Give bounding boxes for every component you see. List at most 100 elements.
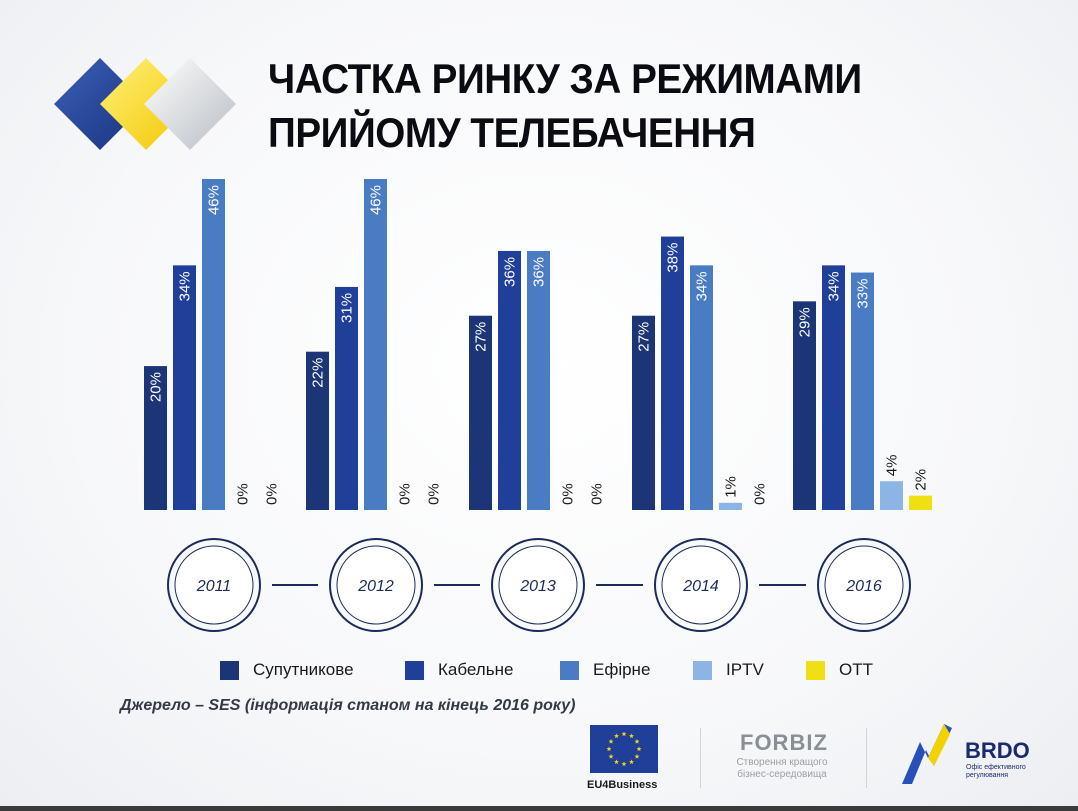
legend-swatch (405, 660, 424, 680)
eu4business-caption: EU4Business (587, 779, 658, 791)
year-label: 2016 (845, 578, 882, 595)
bar-value-label: 0% (264, 483, 281, 505)
eu-star-icon (606, 746, 612, 752)
bar-2013-satellite (469, 315, 492, 510)
forbiz-logo: FORBIZ (740, 730, 828, 755)
title-line-1: ЧАСТКА РИНКУ ЗА РЕЖИМАМИ (268, 55, 862, 102)
bar-value-label: 46% (206, 185, 223, 215)
bar-2014-satellite (632, 315, 655, 510)
year-ring-inner (336, 545, 416, 625)
year-label: 2011 (196, 578, 231, 595)
eu-star-icon (608, 738, 614, 744)
bar-2013-cable (498, 250, 521, 510)
eu-star-icon (621, 731, 627, 737)
bar-2016-satellite (793, 301, 816, 510)
eu-star-icon (614, 733, 619, 739)
bar-value-label: 46% (368, 185, 385, 215)
eu-star-icon (634, 738, 640, 744)
brdo-tagline: Офіс ефективного регулювання (966, 764, 1026, 779)
bar-value-label: 36% (502, 257, 519, 287)
bar-value-label: 0% (589, 483, 606, 505)
bar-value-label: 1% (723, 476, 740, 498)
bar-value-label: 27% (636, 322, 653, 352)
bar-value-label: 36% (531, 257, 548, 287)
source-note: Джерело – SES (інформація станом на кіне… (120, 697, 576, 714)
year-label: 2012 (357, 578, 394, 595)
eu-star-icon (608, 753, 614, 759)
bar-2011-terrestrial (202, 179, 225, 510)
legend-swatch (806, 660, 825, 680)
year-ring-outer (167, 538, 261, 632)
bar-2016-terrestrial (851, 272, 874, 510)
eu-star-icon (634, 753, 640, 759)
legend-label: Кабельне (438, 660, 514, 679)
chart-legend: Супутникове Кабельне Ефірне IPTV OTT (220, 660, 886, 680)
bar-2014-cable (661, 236, 684, 510)
bar-value-label: 34% (694, 271, 711, 301)
year-ring-inner (174, 545, 254, 625)
bar-2016-cable (822, 265, 845, 510)
year-ring-outer (817, 538, 911, 632)
market-share-chart: 20% 34% 46% 0% 0% 22% 31% 46% 0% 0% 27% 36% 36% 0% 0% 2… (144, 179, 932, 632)
bar-value-label: 33% (855, 279, 872, 309)
bar-2016-ott (909, 495, 932, 510)
bar-2014-terrestrial (690, 265, 713, 510)
bar-2011-cable (173, 265, 196, 510)
legend-item-satellite: Супутникове (220, 660, 405, 680)
eu-star-icon (636, 746, 642, 752)
bar-2016-iptv (880, 481, 903, 510)
legend-item-cable: Кабельне (405, 660, 560, 680)
eu-star-icon (621, 761, 627, 767)
legend-item-terrestrial: Ефірне (560, 660, 693, 680)
bar-2013-terrestrial (527, 250, 550, 510)
decorative-diamonds-logo (54, 58, 236, 150)
logo-divider (700, 728, 701, 788)
legend-label: IPTV (726, 660, 764, 679)
legend-item-iptv: IPTV (693, 660, 806, 680)
bar-2012-cable (335, 286, 358, 510)
year-ring-inner (498, 545, 578, 625)
brdo-name: BRDO (965, 738, 1030, 763)
legend-label: Супутникове (253, 660, 354, 679)
bar-value-label: 2% (913, 469, 930, 491)
bar-2012-terrestrial (364, 179, 387, 510)
year-ring-inner (824, 545, 904, 625)
bar-value-label: 22% (310, 358, 327, 388)
bar-value-label: 34% (826, 271, 843, 301)
bar-value-label: 31% (339, 293, 356, 323)
bar-value-label: 34% (177, 271, 194, 301)
bar-value-label: 0% (426, 483, 443, 505)
bar-value-label: 29% (797, 307, 814, 337)
eu-flag-logo (590, 725, 658, 773)
legend-item-ott: OTT (806, 660, 886, 680)
legend-swatch (693, 660, 712, 680)
bar-value-label: 38% (665, 243, 682, 273)
bar-2012-satellite (306, 351, 329, 510)
bar-2011-satellite (144, 366, 167, 510)
bar-value-label: 0% (752, 483, 769, 505)
legend-label: OTT (839, 660, 873, 679)
bar-value-label: 27% (473, 322, 490, 352)
legend-label: Ефірне (593, 660, 651, 679)
title-line-2: ПРИЙОМУ ТЕЛЕБАЧЕННЯ (268, 109, 756, 156)
eu-star-icon (629, 759, 634, 765)
bar-value-label: 4% (884, 455, 901, 477)
year-ring-inner (661, 545, 741, 625)
eu-star-icon (629, 733, 634, 739)
year-label: 2013 (519, 578, 556, 595)
legend-swatch (220, 660, 239, 680)
year-ring-outer (329, 538, 423, 632)
page-title: ЧАСТКА РИНКУ ЗА РЕЖИМАМИ ПРИЙОМУ ТЕЛЕБАЧ… (268, 52, 862, 160)
logo-divider (866, 728, 867, 788)
eu-star-icon (614, 759, 619, 765)
bottom-border (0, 806, 1078, 811)
brdo-logo-icon (902, 724, 952, 784)
forbiz-tagline: Створення кращого бізнес-середовища (736, 757, 828, 780)
bar-value-label: 0% (560, 483, 577, 505)
legend-swatch (560, 660, 579, 680)
bar-2014-iptv (719, 502, 742, 510)
year-label: 2014 (682, 578, 719, 595)
year-ring-outer (654, 538, 748, 632)
bar-value-label: 20% (148, 372, 165, 402)
bar-value-label: 0% (397, 483, 414, 505)
